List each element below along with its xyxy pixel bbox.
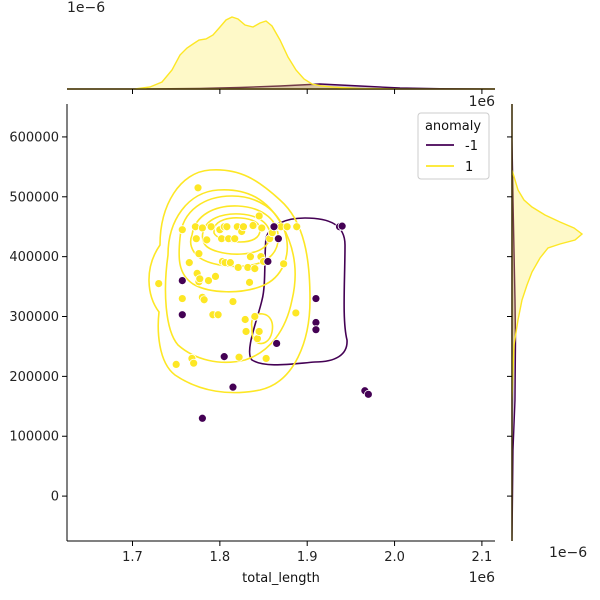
- right-marginal-offset-label: 1e−6: [549, 545, 587, 561]
- point-anomaly-pos: [248, 221, 258, 230]
- x-axis-label: total_length: [242, 571, 320, 586]
- point-anomaly-pos: [254, 211, 264, 221]
- point-anomaly-pos: [184, 258, 194, 268]
- y-axis-ticks: 0 100000 200000 300000 400000 500000 600000: [9, 130, 67, 505]
- point-anomaly-pos: [189, 358, 199, 368]
- legend: anomaly -1 1: [417, 112, 490, 180]
- y-tick-label: 200000: [9, 370, 59, 385]
- point-anomaly-pos: [199, 295, 209, 305]
- point-anomaly-pos: [241, 327, 251, 336]
- point-anomaly-pos: [234, 352, 244, 362]
- point-anomaly-pos: [257, 223, 267, 233]
- x-tick-label: 1.9: [297, 550, 318, 565]
- point-anomaly-neg: [219, 352, 229, 362]
- point-anomaly-pos: [194, 249, 204, 259]
- x-tick-label: 1.7: [122, 550, 143, 565]
- y-tick-label: 0: [51, 490, 59, 505]
- right-marginal-kde-anomaly-pos: [511, 104, 584, 541]
- top-marginal-offset-label: 1e−6: [67, 0, 105, 16]
- point-anomaly-neg: [311, 294, 321, 303]
- point-anomaly-pos: [228, 297, 238, 306]
- point-anomaly-neg: [263, 257, 273, 266]
- point-anomaly-pos: [206, 222, 216, 232]
- point-anomaly-neg: [272, 339, 282, 348]
- y-tick-label: 100000: [9, 430, 59, 445]
- point-anomaly-pos: [230, 234, 240, 244]
- point-anomaly-pos: [250, 264, 260, 274]
- point-anomaly-pos: [171, 360, 181, 369]
- x-axis-ticks: 1.7 1.8 1.9 2.0 2.1: [122, 541, 492, 565]
- legend-box: [417, 112, 490, 180]
- contour-anomaly-pos-2: [164, 189, 296, 364]
- point-anomaly-pos: [211, 272, 220, 281]
- point-anomaly-neg: [177, 310, 187, 320]
- point-anomaly-pos: [291, 308, 301, 318]
- point-anomaly-pos: [225, 258, 235, 268]
- point-anomaly-pos: [213, 310, 223, 320]
- point-anomaly-pos: [261, 354, 271, 363]
- legend-title: anomaly: [425, 119, 481, 134]
- point-anomaly-pos: [253, 334, 262, 344]
- point-anomaly-neg: [269, 222, 279, 232]
- point-anomaly-neg: [273, 234, 283, 244]
- point-anomaly-pos: [250, 312, 260, 321]
- contour-anomaly-pos-outer: [148, 169, 311, 394]
- x-tick-label: 2.1: [472, 550, 493, 565]
- point-anomaly-neg: [228, 382, 238, 392]
- right-marginal: 1e−6: [507, 104, 587, 561]
- point-anomaly-neg: [197, 413, 207, 423]
- point-anomaly-pos: [193, 183, 203, 193]
- point-anomaly-pos: [191, 234, 201, 244]
- joint-axes: 1.7 1.8 1.9 2.0 2.1 0 100000 200000 300000 40000…: [9, 94, 495, 586]
- y-tick-label: 400000: [9, 250, 59, 265]
- legend-label-neg: -1: [465, 139, 478, 154]
- point-anomaly-neg: [363, 389, 373, 399]
- point-anomaly-pos: [233, 263, 243, 272]
- legend-label-pos: 1: [465, 160, 473, 175]
- y-offset-label: 1e6: [469, 94, 496, 110]
- y-tick-label: 600000: [9, 130, 59, 145]
- top-marginal-kde-anomaly-pos: [67, 16, 495, 90]
- point-anomaly-pos: [254, 327, 264, 336]
- x-tick-label: 2.0: [384, 550, 405, 565]
- point-anomaly-pos: [177, 225, 187, 235]
- point-anomaly-neg: [177, 276, 187, 285]
- contour-anomaly-neg: [248, 217, 348, 366]
- point-anomaly-pos: [177, 294, 187, 303]
- point-anomaly-pos: [239, 222, 248, 232]
- point-anomaly-pos: [222, 222, 232, 232]
- point-anomaly-pos: [154, 279, 164, 288]
- point-anomaly-pos: [197, 223, 207, 233]
- top-marginal: 1e−6: [67, 0, 496, 94]
- point-anomaly-pos: [195, 274, 205, 284]
- point-anomaly-pos: [279, 259, 289, 269]
- point-anomaly-pos: [202, 235, 212, 245]
- point-anomaly-pos: [240, 315, 250, 324]
- contour-anomaly-pos-4: [189, 205, 279, 268]
- x-offset-label: 1e6: [469, 570, 496, 586]
- point-anomaly-pos: [292, 222, 302, 232]
- point-anomaly-pos: [245, 277, 254, 287]
- y-tick-label: 300000: [9, 310, 59, 325]
- y-tick-label: 500000: [9, 190, 59, 205]
- point-anomaly-pos: [204, 276, 213, 285]
- scatter-points: [154, 183, 373, 423]
- point-anomaly-pos: [282, 222, 292, 232]
- x-tick-label: 1.8: [210, 550, 231, 565]
- contour-anomaly-pos-3: [178, 195, 289, 293]
- point-anomaly-neg: [337, 221, 347, 231]
- point-anomaly-neg: [311, 325, 321, 335]
- point-anomaly-pos: [246, 252, 255, 262]
